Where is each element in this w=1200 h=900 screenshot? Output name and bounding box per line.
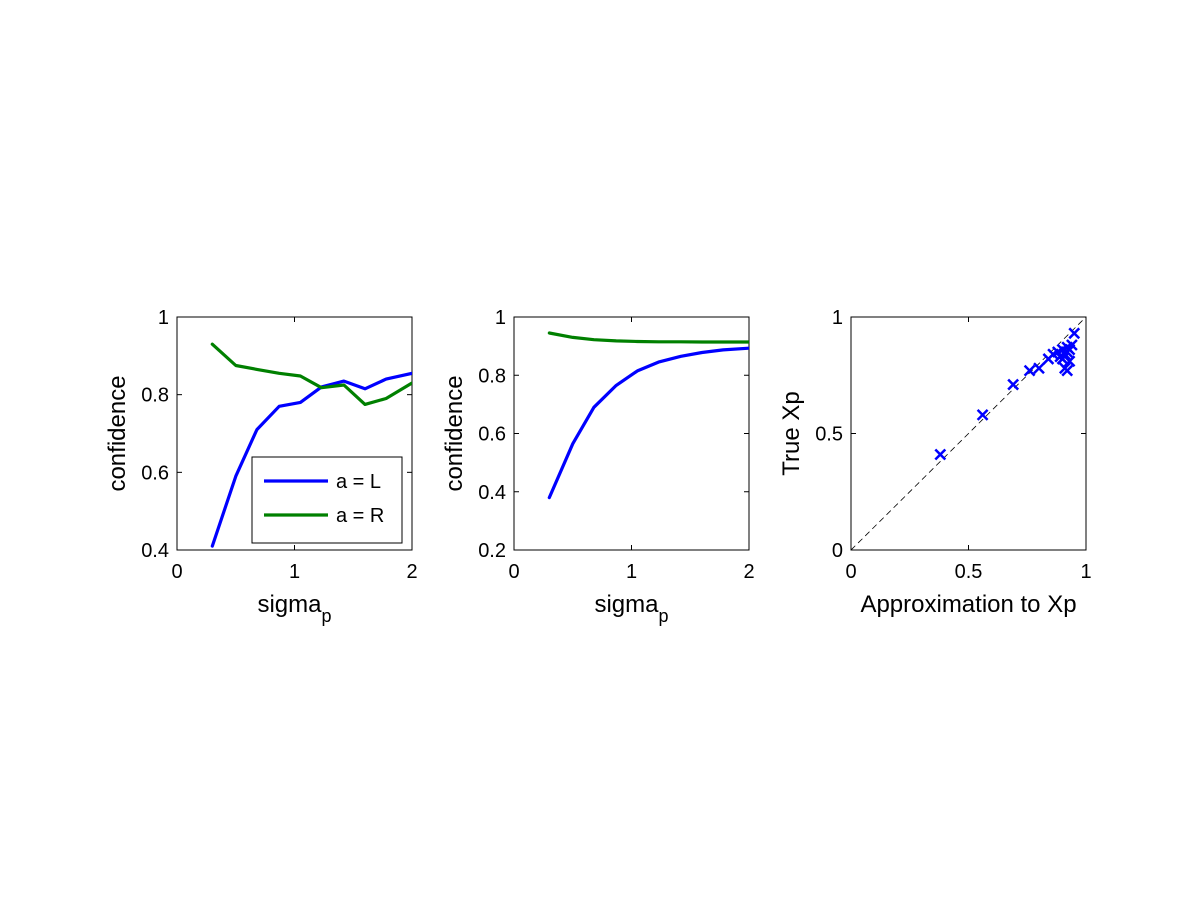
scatter-point (1033, 362, 1045, 375)
series-line-2 (547, 331, 749, 344)
scatter-point (1063, 355, 1076, 368)
legend-box (251, 456, 403, 544)
y-tick-label: 1 (495, 307, 506, 329)
x-axis-label-subscript: p (322, 606, 332, 626)
y-axis-label: confidence (441, 375, 468, 491)
scatter-point (1066, 339, 1078, 351)
scatter-point-stroke-b (1023, 364, 1036, 377)
y-tick-label: 0.8 (478, 365, 506, 387)
x-tick-label: 2 (743, 561, 754, 583)
y-tick-label: 0.2 (478, 540, 506, 562)
x-tick-label: 1 (1080, 561, 1091, 583)
y-tick-label: 1 (158, 307, 169, 329)
y-tick-label: 0.4 (141, 540, 169, 562)
x-axis-label: Approximation to Xp (860, 591, 1076, 618)
scatter-point-stroke-b (1063, 355, 1076, 368)
x-tick-label: 0 (845, 561, 856, 583)
y-tick-label: 0 (832, 540, 843, 562)
x-axis-label: sigmap (257, 591, 331, 626)
scatter-point-stroke-b (976, 408, 989, 421)
x-tick-label: 0 (171, 561, 182, 583)
y-tick-label: 1 (832, 307, 843, 329)
scatter-point (1023, 364, 1036, 377)
scatter-point-stroke-b (1068, 327, 1081, 340)
x-axis-label: sigmap (594, 591, 668, 626)
x-tick-label: 1 (289, 561, 300, 583)
x-tick-label: 0.5 (955, 561, 983, 583)
scatter-point-stroke-b (934, 448, 947, 461)
chart-panel-2: 0 1 2 0.2 0.4 0.6 0.8 1 sigmap confidence (441, 307, 755, 626)
chart-panel-1: 0 1 2 0.4 0.6 0.8 1 sigmap confidence a = L a = R (104, 307, 418, 626)
plot-area (851, 317, 1086, 550)
x-tick-label: 1 (626, 561, 637, 583)
x-axis-label-main: sigma (594, 591, 659, 618)
scatter-point-stroke-b (1061, 364, 1074, 377)
plot-area (547, 331, 749, 500)
x-tick-label: 0 (508, 561, 519, 583)
series-line-1 (547, 346, 749, 500)
y-tick-label: 0.6 (478, 424, 506, 446)
y-tick-label: 0.5 (815, 424, 843, 446)
axes-frame (513, 316, 750, 551)
legend-entry-label: a = R (336, 505, 384, 527)
legend: a = L a = R (251, 456, 403, 544)
scatter-point-stroke-b (1007, 378, 1020, 391)
scatter-point (934, 448, 947, 461)
y-tick-label: 0.4 (478, 482, 506, 504)
series-line-2 (210, 342, 412, 406)
y-tick-label: 0.8 (141, 385, 169, 407)
scatter-point (976, 408, 989, 421)
y-axis-label: True Xp (778, 391, 805, 475)
x-tick-label: 2 (406, 561, 417, 583)
series-line-1 (210, 371, 412, 548)
plot-area (210, 342, 412, 548)
scatter-point-stroke-b (1033, 362, 1045, 375)
y-tick-label: 0.6 (141, 462, 169, 484)
legend-entry-label: a = L (336, 471, 381, 493)
x-axis-label-main: Approximation to Xp (860, 591, 1076, 618)
scatter-point (1068, 327, 1081, 340)
x-axis-label-subscript: p (659, 606, 669, 626)
x-axis-label-main: sigma (257, 591, 322, 618)
scatter-point-stroke-b (1066, 339, 1078, 351)
scatter-point (1061, 364, 1074, 377)
y-axis-label: confidence (104, 375, 131, 491)
scatter-point (1007, 378, 1020, 391)
